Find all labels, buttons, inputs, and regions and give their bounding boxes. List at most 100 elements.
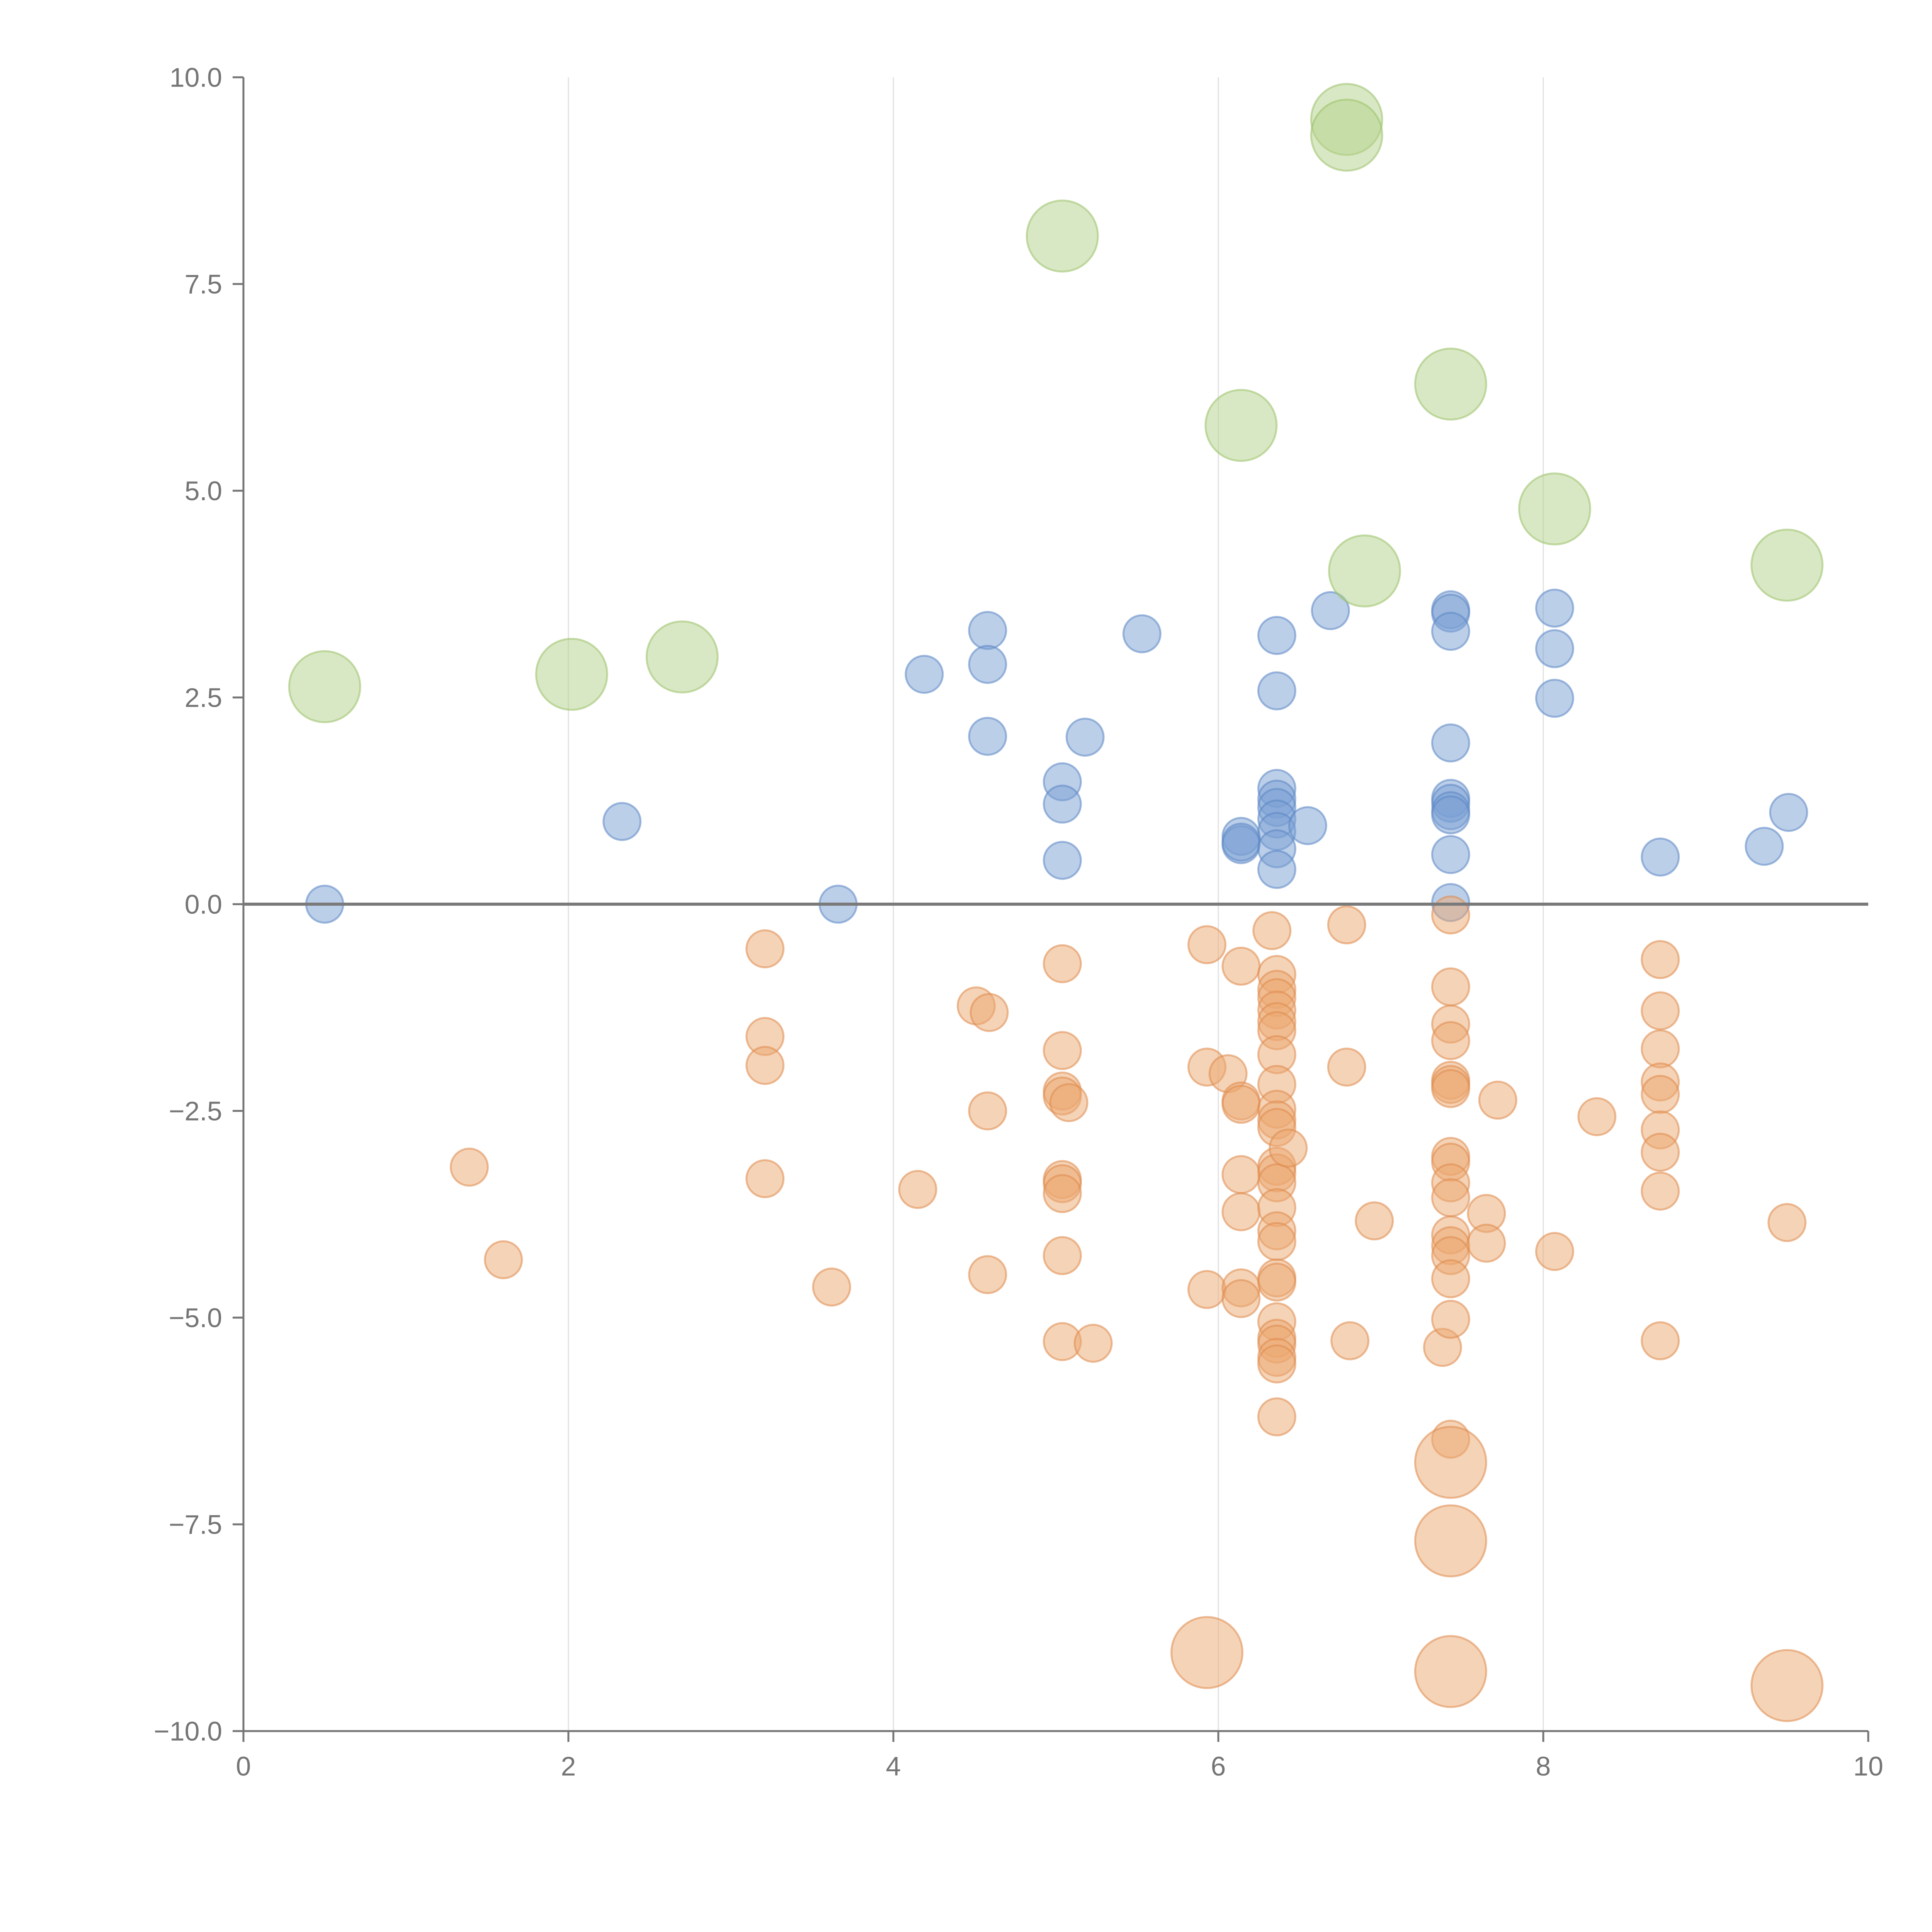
y-tick-label: −7.5 bbox=[169, 1510, 222, 1540]
data-point-positive bbox=[1535, 679, 1574, 718]
y-tick-label: −10.0 bbox=[154, 1716, 222, 1747]
data-point-negative bbox=[1327, 1048, 1366, 1087]
y-tick-label: −5.0 bbox=[169, 1303, 222, 1333]
data-point-positive bbox=[1257, 671, 1296, 711]
data-point-negative bbox=[1641, 1321, 1680, 1361]
data-point-negative bbox=[745, 929, 785, 969]
data-point-positive bbox=[1311, 591, 1350, 630]
data-point-negative bbox=[449, 1148, 489, 1187]
axis-layer bbox=[233, 76, 1869, 1742]
data-point-high bbox=[288, 650, 361, 723]
data-point-negative bbox=[1257, 1222, 1296, 1261]
data-point-negative bbox=[1767, 1203, 1807, 1242]
data-point-negative bbox=[1355, 1201, 1394, 1241]
label-layer: 10.0 7.5 5.0 2.5 0.0 −2.5 −5.0 −7.5 −10.0 0 2 4 6 8 10 bbox=[154, 63, 1883, 1782]
data-point-positive bbox=[1745, 827, 1784, 866]
data-point-negative bbox=[1431, 1259, 1470, 1298]
x-tick-label: 10 bbox=[1853, 1751, 1883, 1781]
y-tick-label: 7.5 bbox=[185, 269, 222, 299]
data-point-negative bbox=[1431, 1069, 1470, 1108]
data-point-negative bbox=[1252, 911, 1292, 950]
data-point-negative bbox=[898, 1170, 937, 1209]
data-point-negative bbox=[1221, 1085, 1261, 1124]
data-point-negative bbox=[1431, 1021, 1470, 1060]
data-point-low bbox=[1750, 1649, 1824, 1722]
data-point-negative bbox=[1478, 1080, 1517, 1120]
y-tick-label: 2.5 bbox=[185, 683, 222, 713]
data-point-positive bbox=[1065, 718, 1105, 757]
data-point-negative bbox=[968, 1091, 1007, 1131]
data-point-positive bbox=[1641, 837, 1680, 877]
data-point-negative bbox=[1431, 895, 1470, 935]
data-point-negative bbox=[1043, 1031, 1082, 1070]
data-point-negative bbox=[1327, 905, 1366, 944]
data-point-negative bbox=[1043, 1174, 1082, 1213]
data-point-positive bbox=[1257, 616, 1296, 655]
data-point-high bbox=[1750, 529, 1824, 602]
data-point-negative bbox=[1641, 1029, 1680, 1068]
data-point-negative bbox=[1221, 947, 1261, 986]
data-point-negative bbox=[1257, 1262, 1296, 1302]
data-point-positive bbox=[1535, 629, 1574, 668]
data-point-negative bbox=[1467, 1223, 1506, 1263]
y-tick-label: 0.0 bbox=[185, 889, 222, 920]
data-point-low bbox=[1414, 1635, 1487, 1708]
data-point-negative bbox=[1641, 991, 1680, 1031]
data-point-low bbox=[1414, 1504, 1487, 1578]
y-tick-label: −2.5 bbox=[169, 1096, 222, 1126]
data-point-negative bbox=[1431, 1299, 1470, 1339]
y-tick-label: 5.0 bbox=[185, 476, 222, 506]
data-point-negative bbox=[1641, 940, 1680, 979]
data-point-negative bbox=[1641, 1133, 1680, 1172]
data-point-positive bbox=[1122, 614, 1162, 653]
data-point-high bbox=[1414, 347, 1487, 421]
points-layer bbox=[288, 83, 1824, 1722]
data-point-high bbox=[535, 638, 608, 711]
data-point-positive bbox=[1221, 823, 1261, 862]
data-point-negative bbox=[1641, 1075, 1680, 1114]
data-point-negative bbox=[1269, 1128, 1308, 1168]
x-tick-label: 2 bbox=[561, 1751, 576, 1781]
data-point-negative bbox=[1431, 967, 1470, 1007]
data-point-negative bbox=[1431, 1178, 1470, 1218]
data-point-positive bbox=[1431, 723, 1470, 763]
x-tick-label: 4 bbox=[886, 1751, 901, 1781]
data-point-positive bbox=[1431, 612, 1470, 651]
data-point-negative bbox=[1257, 1397, 1296, 1437]
data-point-negative bbox=[812, 1267, 851, 1307]
data-point-positive bbox=[1431, 835, 1470, 874]
data-point-negative bbox=[1330, 1321, 1370, 1361]
data-point-negative bbox=[1221, 1155, 1261, 1194]
data-point-negative bbox=[969, 993, 1009, 1032]
data-point-positive bbox=[905, 655, 944, 694]
data-point-positive bbox=[968, 645, 1007, 684]
data-point-negative bbox=[1043, 944, 1082, 983]
data-point-positive bbox=[1043, 784, 1082, 824]
data-point-high bbox=[1204, 389, 1278, 462]
data-point-low bbox=[1414, 1426, 1487, 1499]
data-point-positive bbox=[1769, 793, 1808, 832]
data-point-positive bbox=[968, 611, 1007, 650]
data-point-negative bbox=[1073, 1323, 1113, 1363]
data-point-positive bbox=[1431, 795, 1470, 835]
data-point-negative bbox=[1221, 1192, 1261, 1231]
y-tick-label: 10.0 bbox=[170, 63, 222, 93]
data-point-high bbox=[1310, 99, 1383, 172]
data-point-positive bbox=[1288, 806, 1327, 845]
data-point-negative bbox=[1221, 1279, 1261, 1318]
data-point-negative bbox=[1043, 1236, 1082, 1275]
data-point-positive bbox=[1043, 841, 1082, 880]
data-point-high bbox=[1328, 534, 1401, 608]
data-point-positive bbox=[1257, 850, 1296, 889]
x-tick-label: 8 bbox=[1536, 1751, 1551, 1781]
data-point-negative bbox=[968, 1255, 1007, 1294]
data-point-high bbox=[645, 620, 719, 694]
data-point-negative bbox=[1187, 1270, 1227, 1309]
data-point-positive bbox=[602, 802, 642, 841]
x-tick-label: 0 bbox=[236, 1751, 251, 1781]
data-point-high bbox=[1518, 472, 1591, 546]
data-point-low bbox=[1170, 1616, 1244, 1689]
data-point-negative bbox=[1049, 1083, 1088, 1122]
data-point-negative bbox=[484, 1240, 523, 1279]
